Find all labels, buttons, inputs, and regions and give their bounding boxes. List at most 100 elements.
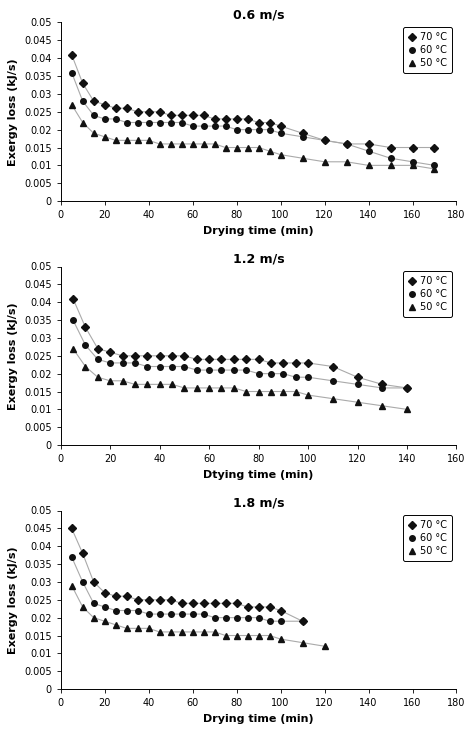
50 °C — [157, 380, 163, 389]
50 °C — [119, 376, 125, 385]
Y-axis label: Exergy loss (kJ/s): Exergy loss (kJ/s) — [9, 302, 18, 410]
60 °C — [179, 610, 184, 619]
60 °C — [124, 606, 129, 615]
70 °C — [245, 114, 250, 123]
60 °C — [231, 366, 237, 375]
50 °C — [91, 129, 97, 138]
50 °C — [124, 624, 129, 632]
60 °C — [91, 111, 97, 120]
60 °C — [69, 553, 74, 561]
X-axis label: Drying time (min): Drying time (min) — [203, 225, 314, 236]
60 °C — [300, 617, 305, 626]
50 °C — [102, 132, 108, 141]
70 °C — [102, 589, 108, 597]
60 °C — [95, 355, 100, 364]
70 °C — [379, 380, 385, 389]
60 °C — [182, 362, 187, 371]
60 °C — [179, 118, 184, 127]
60 °C — [212, 122, 218, 130]
70 °C — [432, 143, 438, 152]
70 °C — [194, 355, 200, 364]
Y-axis label: Exergy loss (kJ/s): Exergy loss (kJ/s) — [9, 58, 18, 165]
70 °C — [80, 79, 85, 88]
70 °C — [278, 122, 283, 130]
70 °C — [179, 111, 184, 120]
50 °C — [135, 136, 140, 145]
50 °C — [113, 621, 118, 630]
50 °C — [267, 631, 273, 640]
Legend: 70 °C, 60 °C, 50 °C: 70 °C, 60 °C, 50 °C — [403, 272, 452, 317]
70 °C — [82, 323, 88, 332]
50 °C — [300, 638, 305, 647]
70 °C — [344, 140, 349, 149]
50 °C — [113, 136, 118, 145]
70 °C — [330, 362, 336, 371]
50 °C — [70, 344, 76, 353]
50 °C — [300, 154, 305, 163]
60 °C — [256, 369, 262, 378]
60 °C — [124, 118, 129, 127]
70 °C — [355, 373, 360, 381]
70 °C — [190, 111, 195, 120]
Y-axis label: Exergy loss (kJ/s): Exergy loss (kJ/s) — [9, 546, 18, 654]
60 °C — [135, 606, 140, 615]
50 °C — [293, 387, 299, 396]
50 °C — [355, 397, 360, 406]
70 °C — [293, 359, 299, 367]
50 °C — [330, 395, 336, 403]
50 °C — [256, 631, 262, 640]
50 °C — [157, 140, 163, 149]
60 °C — [281, 369, 286, 378]
50 °C — [124, 136, 129, 145]
50 °C — [82, 362, 88, 371]
70 °C — [157, 351, 163, 360]
X-axis label: Drying time (min): Drying time (min) — [203, 714, 314, 724]
60 °C — [293, 373, 299, 381]
Line: 50 °C: 50 °C — [69, 102, 438, 172]
Line: 70 °C: 70 °C — [69, 52, 438, 150]
Line: 50 °C: 50 °C — [69, 583, 328, 649]
60 °C — [135, 118, 140, 127]
60 °C — [201, 122, 207, 130]
60 °C — [168, 610, 173, 619]
60 °C — [223, 613, 228, 622]
50 °C — [182, 384, 187, 392]
60 °C — [410, 157, 415, 166]
70 °C — [223, 599, 228, 608]
Line: 70 °C: 70 °C — [69, 526, 305, 624]
50 °C — [245, 631, 250, 640]
50 °C — [404, 405, 410, 414]
Title: 1.8 m/s: 1.8 m/s — [233, 496, 284, 509]
70 °C — [300, 617, 305, 626]
70 °C — [201, 111, 207, 120]
70 °C — [234, 599, 239, 608]
Line: 70 °C: 70 °C — [70, 296, 410, 391]
70 °C — [267, 118, 273, 127]
60 °C — [344, 140, 349, 149]
60 °C — [432, 161, 438, 170]
60 °C — [267, 617, 273, 626]
50 °C — [281, 387, 286, 396]
70 °C — [69, 524, 74, 533]
60 °C — [190, 122, 195, 130]
Title: 1.2 m/s: 1.2 m/s — [233, 253, 284, 265]
70 °C — [322, 136, 328, 145]
50 °C — [365, 161, 371, 170]
70 °C — [135, 108, 140, 116]
70 °C — [113, 592, 118, 601]
60 °C — [80, 578, 85, 586]
60 °C — [212, 613, 218, 622]
50 °C — [410, 161, 415, 170]
60 °C — [379, 384, 385, 392]
50 °C — [201, 140, 207, 149]
70 °C — [80, 549, 85, 558]
70 °C — [256, 602, 262, 611]
60 °C — [365, 146, 371, 155]
70 °C — [234, 114, 239, 123]
60 °C — [330, 376, 336, 385]
50 °C — [190, 627, 195, 636]
50 °C — [69, 100, 74, 109]
70 °C — [95, 344, 100, 353]
50 °C — [168, 627, 173, 636]
50 °C — [179, 627, 184, 636]
